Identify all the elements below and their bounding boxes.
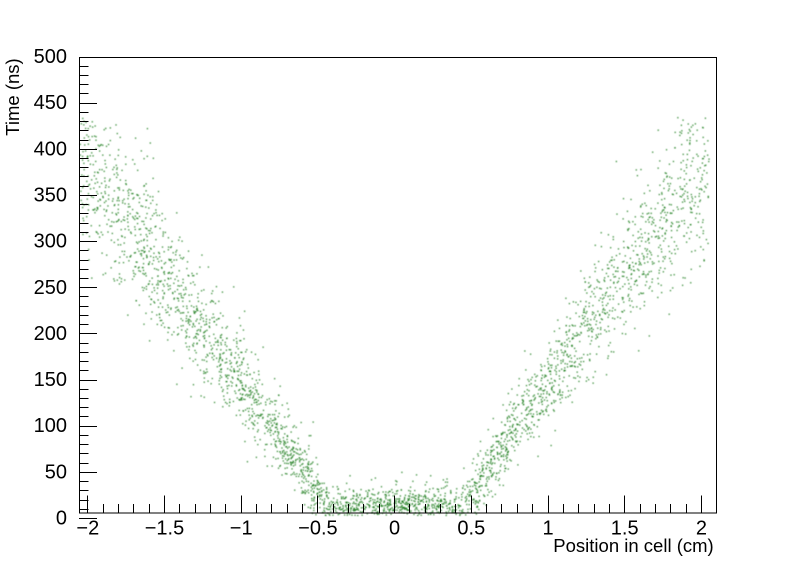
svg-text:500: 500 [34, 46, 67, 68]
svg-text:100: 100 [34, 415, 67, 437]
svg-text:0.5: 0.5 [457, 518, 485, 540]
svg-text:−2: −2 [76, 518, 99, 540]
svg-text:1: 1 [542, 518, 553, 540]
svg-text:400: 400 [34, 138, 67, 160]
svg-text:250: 250 [34, 277, 67, 299]
svg-text:−1.5: −1.5 [145, 518, 184, 540]
svg-text:0: 0 [389, 518, 400, 540]
svg-text:200: 200 [34, 323, 67, 345]
svg-text:Time (ns): Time (ns) [2, 58, 23, 135]
svg-text:−1: −1 [230, 518, 253, 540]
svg-text:−0.5: −0.5 [298, 518, 337, 540]
svg-text:300: 300 [34, 231, 67, 253]
svg-text:350: 350 [34, 184, 67, 206]
svg-text:50: 50 [45, 461, 67, 483]
svg-text:0: 0 [56, 508, 67, 530]
svg-text:450: 450 [34, 92, 67, 114]
svg-text:150: 150 [34, 369, 67, 391]
svg-text:Position in cell (cm): Position in cell (cm) [553, 535, 713, 556]
